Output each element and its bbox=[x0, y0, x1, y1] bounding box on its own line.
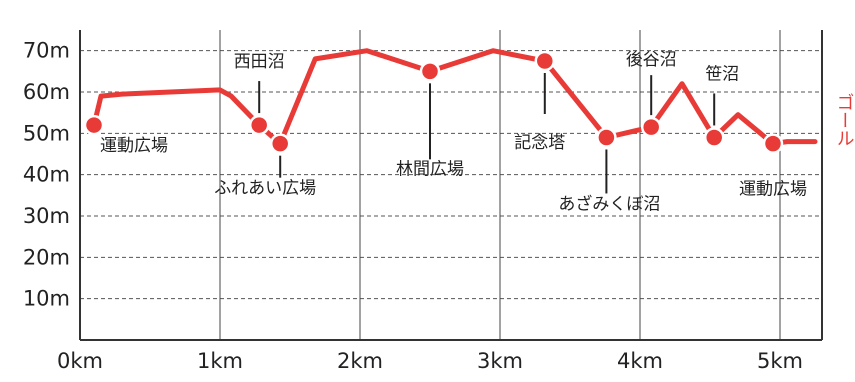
axes bbox=[79, 30, 823, 341]
y-tick-label: 30m bbox=[23, 204, 70, 228]
goal-label: ゴール bbox=[834, 93, 855, 147]
y-tick-label: 50m bbox=[23, 121, 70, 145]
point-label: 笹沼 bbox=[705, 64, 739, 84]
point-marker bbox=[534, 50, 556, 72]
elevation-line bbox=[91, 48, 818, 147]
point-marker bbox=[248, 114, 270, 136]
x-tick-label: 3km bbox=[477, 349, 523, 373]
point-label: ふれあい広場 bbox=[214, 179, 316, 199]
y-tick-label: 60m bbox=[23, 80, 70, 104]
leader-lines bbox=[258, 73, 716, 194]
point-label: 記念塔 bbox=[514, 132, 565, 153]
x-tick-label: 2km bbox=[337, 349, 383, 373]
y-tick-label: 20m bbox=[23, 245, 70, 269]
point-label: 運動広場 bbox=[100, 136, 168, 156]
point-marker bbox=[596, 127, 617, 148]
point-label: 西田沼 bbox=[234, 52, 285, 72]
tick-labels: 10m 20m 30m 40m 50m 60m 70m 0km 1km 2km 3km 4km 5km bbox=[23, 39, 803, 373]
point-marker bbox=[83, 114, 105, 136]
y-tick-label: 70m bbox=[23, 39, 70, 63]
y-tick-label: 40m bbox=[23, 163, 70, 187]
x-tick-label: 0km bbox=[57, 349, 103, 373]
point-label: 運動広場 bbox=[739, 180, 807, 200]
x-tick-label: 1km bbox=[197, 349, 243, 373]
point-marker bbox=[703, 127, 725, 148]
point-marker bbox=[269, 133, 291, 154]
elevation-series bbox=[91, 48, 818, 147]
point-marker bbox=[762, 133, 784, 154]
point-label: 林間広場 bbox=[396, 159, 464, 179]
point-label: あざみくぼ沼 bbox=[558, 193, 660, 214]
point-marker bbox=[419, 61, 441, 82]
point-label: 後谷沼 bbox=[626, 50, 677, 70]
markers bbox=[83, 50, 784, 154]
y-tick-label: 10m bbox=[23, 287, 70, 311]
point-marker bbox=[640, 116, 662, 138]
grid-lines bbox=[80, 30, 822, 340]
x-tick-label: 4km bbox=[617, 349, 663, 373]
x-tick-label: 5km bbox=[757, 349, 803, 373]
